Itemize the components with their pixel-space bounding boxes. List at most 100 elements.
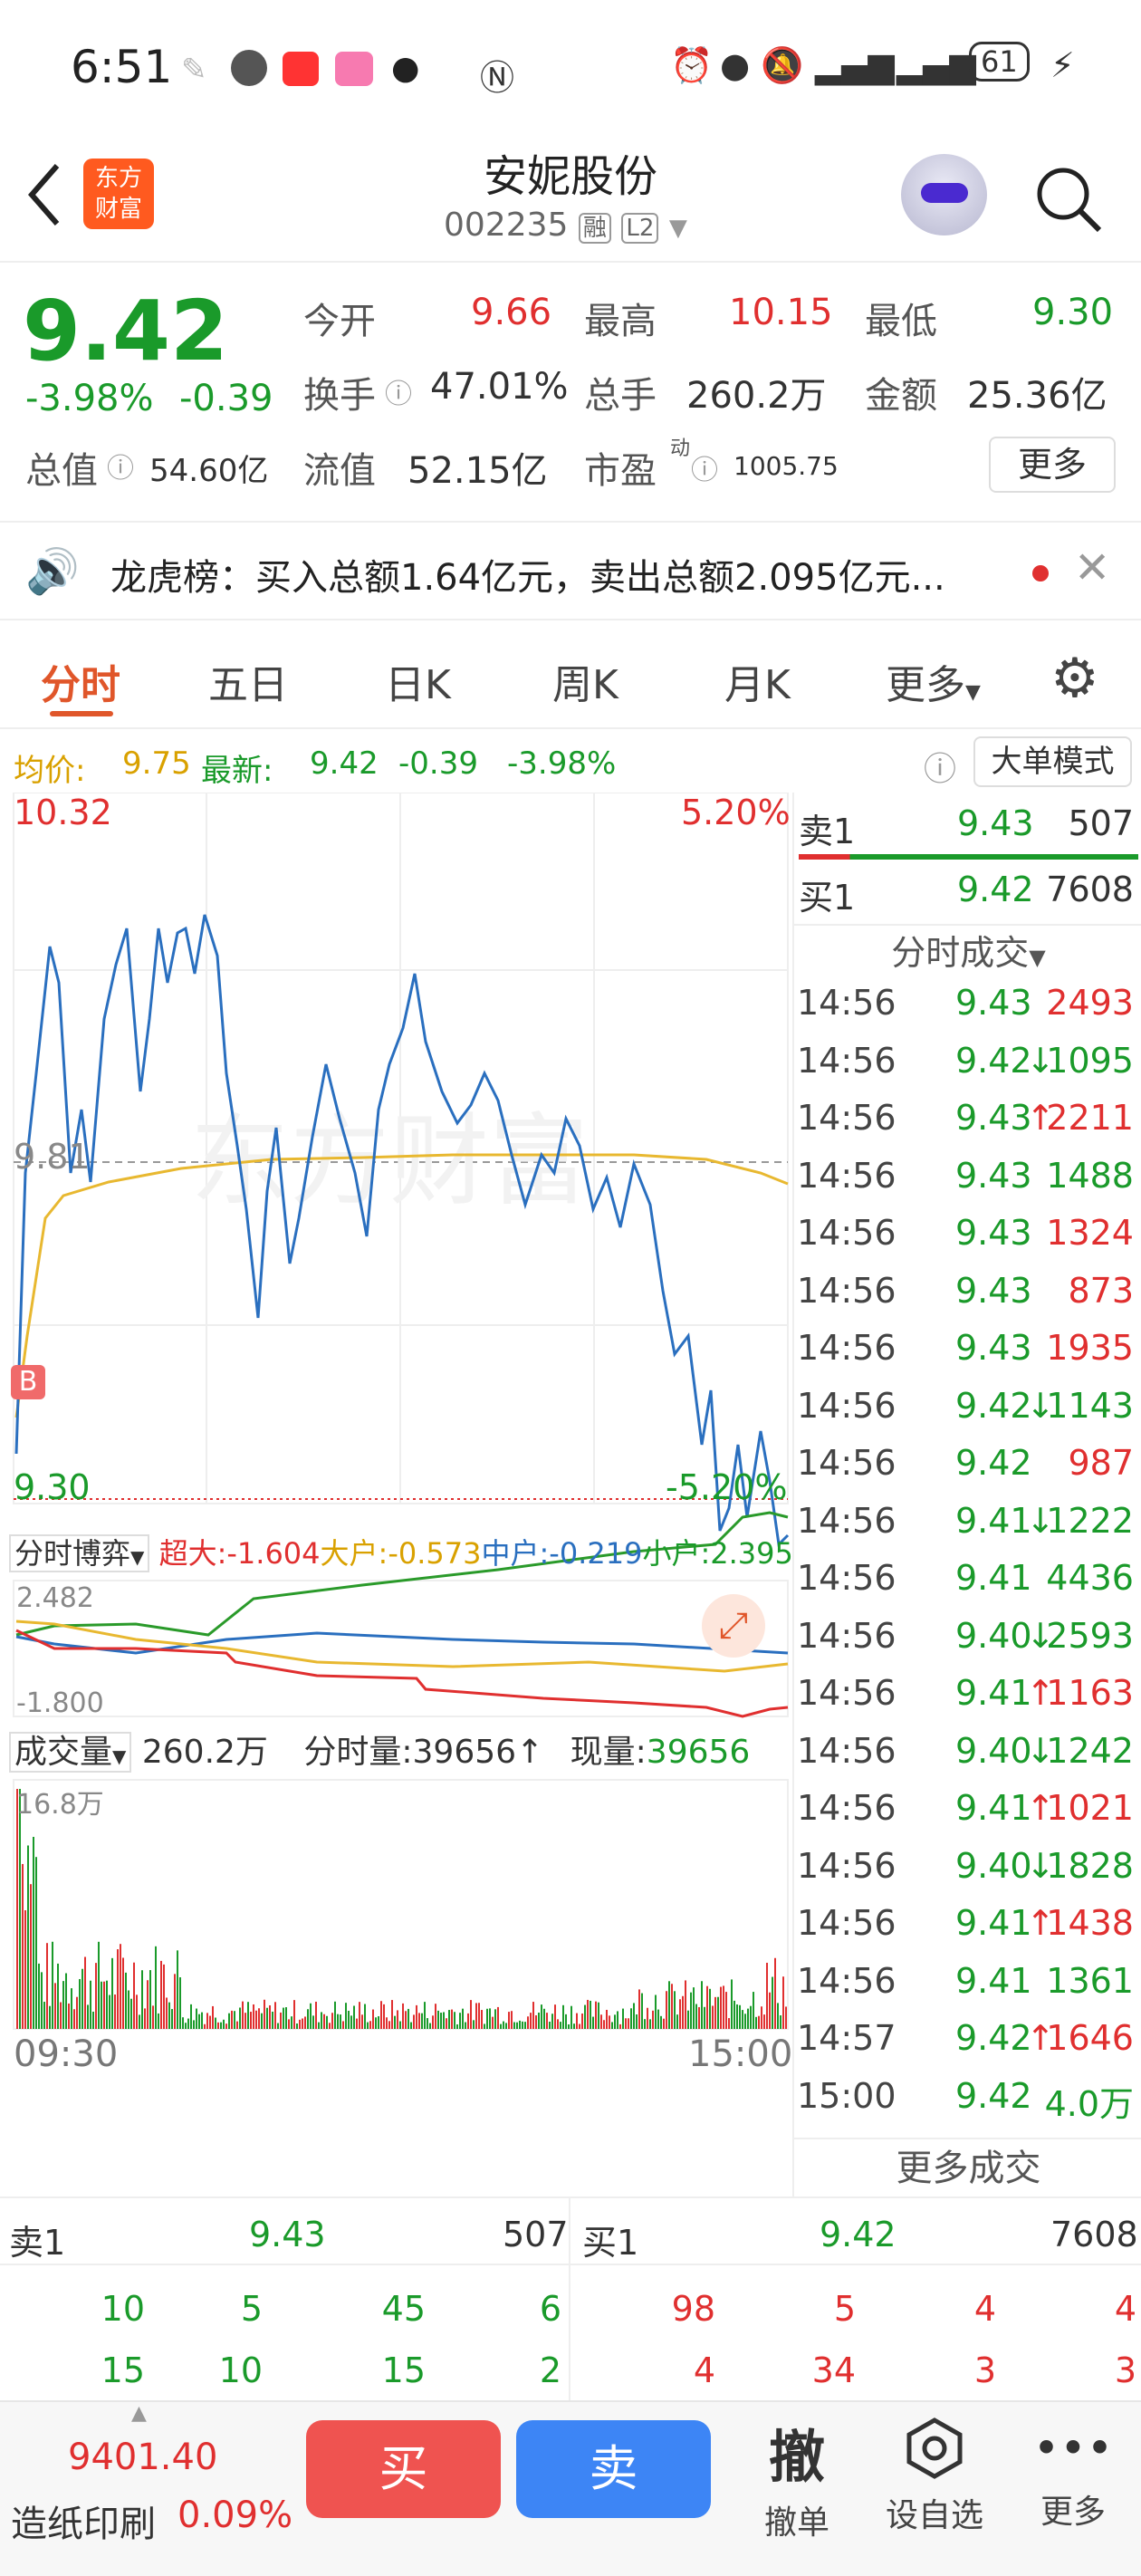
volume-bar (728, 2018, 730, 2029)
trade-price: 9.42 (955, 1385, 1032, 1426)
big-order-mode-button[interactable]: 大单模式 (973, 736, 1132, 787)
intraday-chart[interactable]: 东方财富 10.32 5.20% 9.81 9.30 -5.20% B 分时博弈… (0, 793, 793, 2196)
volume-bar (120, 1944, 121, 2029)
cancel-order-button[interactable]: 撤 撤单 (756, 2411, 838, 2556)
sector-name[interactable]: 造纸印刷 (11, 2504, 156, 2545)
boyi-large: 大户:-0.573 (320, 1536, 482, 1571)
volume-bar (573, 2023, 575, 2029)
volume-bar (451, 2009, 453, 2029)
trade-row: 14:56 9.43 1488 (797, 1156, 1141, 1213)
pe-superscript: 动 (670, 437, 691, 460)
chart-high-pct: 5.20% (681, 793, 791, 832)
add-watchlist-button[interactable]: 设自选 (880, 2417, 989, 2562)
volume-bar (65, 1973, 67, 2029)
boyi-selector[interactable]: 分时博弈▼ (9, 1534, 150, 1572)
volume-bars (16, 1789, 787, 2029)
volume-bar (35, 1857, 37, 2029)
tab-monthly-k[interactable]: 月K (724, 662, 791, 708)
latest-pct: -3.98% (507, 745, 617, 782)
bottom-more-button[interactable]: ••• 更多 (1028, 2417, 1118, 2562)
trade-time: 14:56 (797, 1788, 896, 1828)
volume-bar (674, 1991, 676, 2029)
volume-bar (144, 2008, 146, 2029)
tab-weekly-k[interactable]: 周K (552, 662, 618, 708)
trade-price: 9.41 (955, 1558, 1032, 1598)
volume-bar (687, 2010, 689, 2029)
ask1-volume: 507 (1068, 803, 1134, 843)
trade-row: 14:56 9.43 1935 (797, 1328, 1141, 1385)
volume-bar (437, 2010, 439, 2029)
turnover-info-icon[interactable]: ⓘ (385, 379, 412, 410)
chart-tabs: 分时 五日 日K 周K 月K 更多▼ ⚙ (0, 625, 1141, 729)
sector-index-value[interactable]: 9401.40 (68, 2437, 218, 2478)
volume-bar (98, 1941, 100, 2029)
ticks-label: 分时成交 (891, 933, 1030, 973)
trade-volume: 873 (1068, 1270, 1134, 1311)
bottom-more-label: 更多 (1040, 2494, 1106, 2531)
volume-bar (117, 1949, 119, 2029)
tab-daily-k[interactable]: 日K (385, 662, 451, 708)
trade-time: 14:56 (797, 1155, 896, 1196)
search-button[interactable] (1032, 163, 1105, 235)
more-trades-button[interactable]: 更多成交 (794, 2138, 1141, 2196)
trade-time: 14:56 (797, 1500, 896, 1541)
settings-icon[interactable]: ⚙ (1050, 647, 1099, 710)
robot-assistant-icon[interactable] (901, 154, 987, 235)
tab-five-day[interactable]: 五日 (208, 662, 288, 708)
volume-bar (720, 1986, 722, 2029)
volume-bar (209, 2015, 211, 2029)
expand-button[interactable]: ⤢ (702, 1594, 765, 1658)
sell-button[interactable]: 卖 (516, 2420, 711, 2518)
trade-time: 14:56 (797, 1385, 896, 1426)
ask-depth-cell: 15 (381, 2350, 426, 2390)
dragon-tiger-notice[interactable]: 🔊 龙虎榜：买入总额1.64亿元，卖出总额2.095亿元... ✕ (0, 521, 1141, 620)
logo-line2: 财富 (94, 196, 142, 223)
volume-bar (258, 2008, 260, 2029)
volume-bar (60, 2002, 62, 2029)
volume-bar (84, 1956, 86, 2029)
ask-depth-cell: 5 (240, 2289, 263, 2329)
tab-more-label: 更多 (886, 662, 965, 708)
trade-row: 14:56 9.42 ↓ 1143 (797, 1386, 1141, 1443)
sector-pct: 0.09% (177, 2494, 293, 2536)
close-icon[interactable]: ✕ (1074, 543, 1111, 593)
ticks-header[interactable]: 分时成交▼ (794, 924, 1141, 978)
help-icon[interactable]: ⓘ (924, 751, 957, 788)
volume-bar (296, 2023, 298, 2029)
volume-total: 260.2万 (141, 1734, 268, 1771)
stock-code-row[interactable]: 002235 融 L2 ▼ (444, 207, 687, 244)
mktcap-info-icon[interactable]: ⓘ (107, 453, 134, 485)
volume-bar (326, 2015, 328, 2029)
trade-price: 9.43 (955, 1270, 1032, 1311)
tab-intraday[interactable]: 分时 (41, 662, 120, 708)
volume-bar (470, 2000, 472, 2029)
volume-bar (114, 1994, 116, 2029)
volume-bar (52, 1941, 53, 2029)
eastmoney-logo[interactable]: 东方 财富 (83, 159, 154, 229)
trade-price: 9.41 (955, 1500, 1032, 1541)
volume-bar (519, 2020, 521, 2029)
volume-bar (82, 1968, 83, 2029)
volume-bar (397, 2010, 398, 2029)
volume-bar (383, 2004, 385, 2029)
back-button[interactable] (23, 159, 68, 231)
buy-button[interactable]: 买 (306, 2420, 501, 2518)
buy-marker[interactable]: B (11, 1365, 45, 1399)
cancel-order-icon: 撤 (768, 2424, 825, 2490)
more-quote-button[interactable]: 更多 (989, 437, 1116, 493)
volume-selector[interactable]: 成交量▼ (9, 1732, 132, 1773)
volume-bar (171, 2009, 173, 2029)
volume-bar (456, 2023, 458, 2029)
volume-bar (310, 2003, 312, 2029)
volume-bar (508, 2012, 510, 2029)
volume-bar (163, 1964, 165, 2029)
tab-more[interactable]: 更多▼ (886, 652, 981, 710)
volume-bar (780, 2015, 781, 2029)
volume-bar (16, 1789, 18, 2029)
search-icon (1037, 168, 1102, 233)
pe-info-icon[interactable]: ⓘ (691, 455, 718, 486)
volume-bar (695, 2004, 697, 2029)
volume-bar (538, 2012, 540, 2029)
cancel-order-label: 撤单 (763, 2504, 829, 2542)
volume-bar (617, 2011, 618, 2029)
